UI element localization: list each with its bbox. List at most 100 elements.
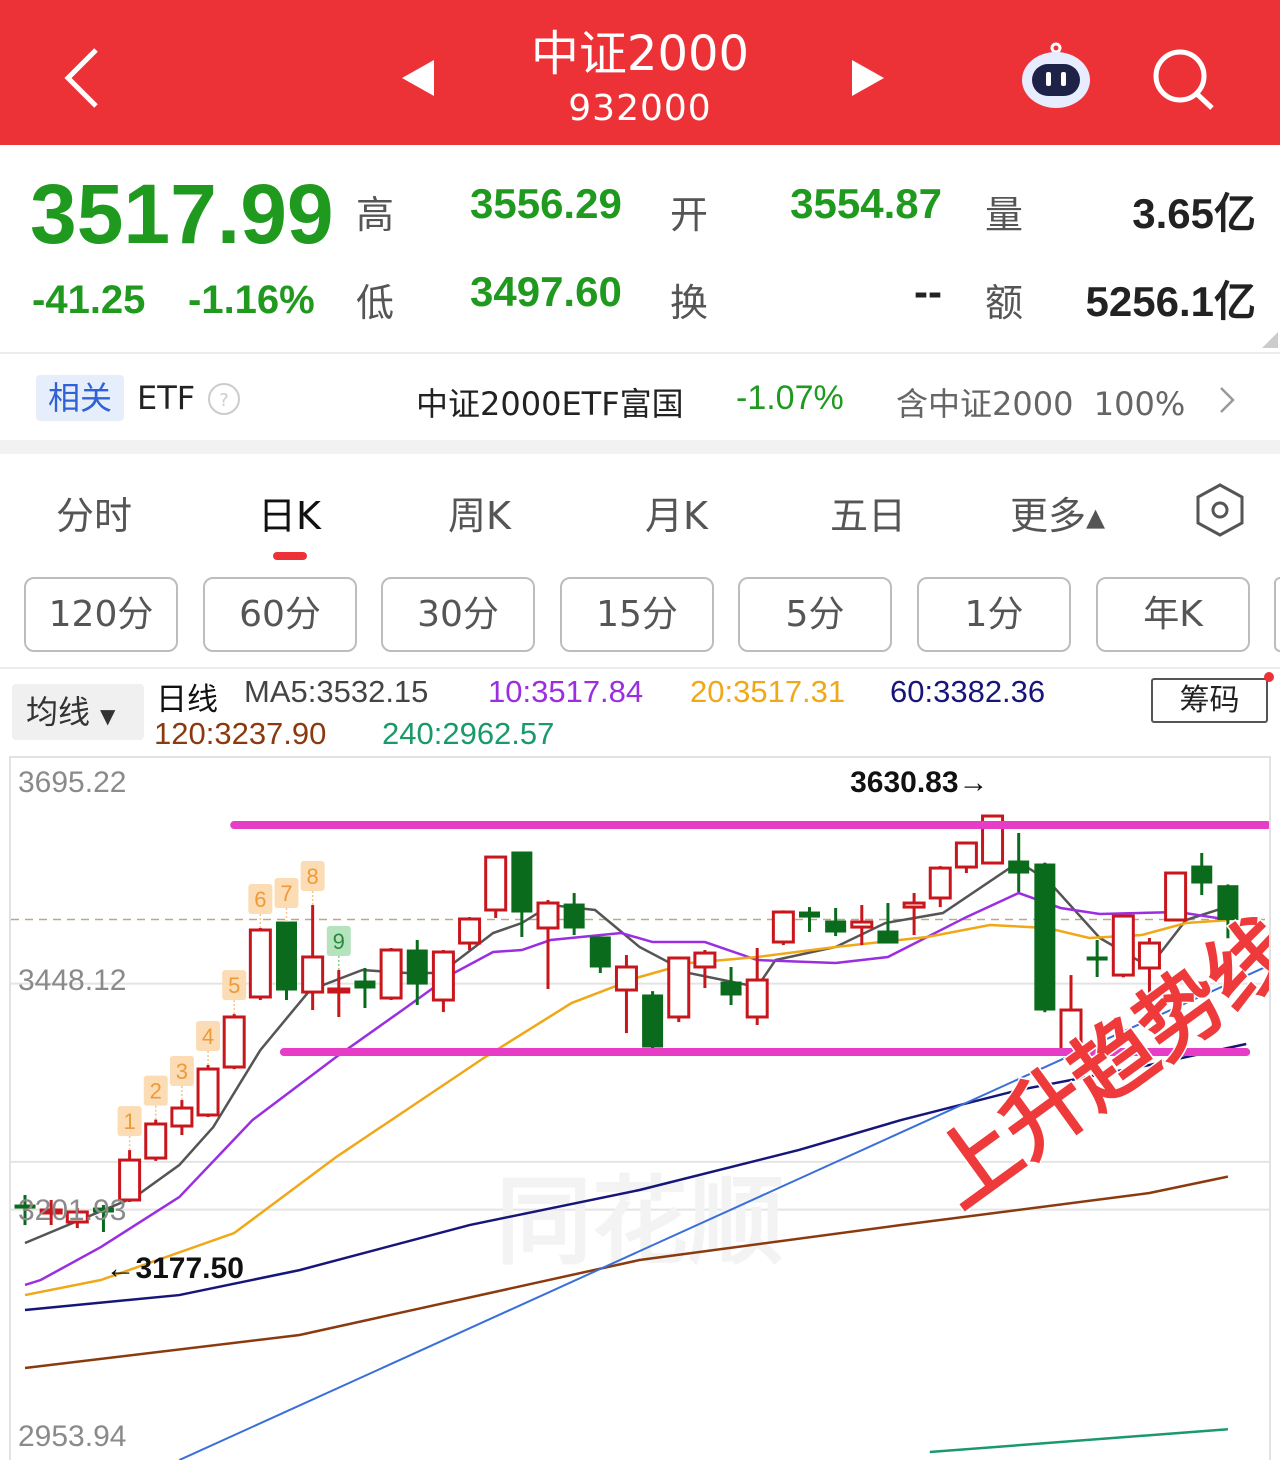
question-circle-icon[interactable]: ? xyxy=(207,382,241,416)
candle-body xyxy=(327,987,351,994)
next-triangle-icon[interactable] xyxy=(850,58,886,98)
td-label: 7 xyxy=(280,881,292,906)
td-label: 8 xyxy=(307,864,319,889)
candle xyxy=(170,1100,194,1136)
candle xyxy=(118,1150,142,1203)
index-code: 932000 xyxy=(568,88,712,129)
open-value: 3554.87 xyxy=(790,180,942,227)
tab-five-day[interactable]: 五日 xyxy=(830,494,907,538)
robot-assistant-icon[interactable] xyxy=(1018,40,1094,112)
candle xyxy=(825,907,847,937)
back-chevron-icon[interactable] xyxy=(62,46,102,110)
high-value: 3556.29 xyxy=(470,180,622,227)
candle-body xyxy=(928,866,952,900)
td-badge xyxy=(169,1056,194,1087)
divider xyxy=(0,667,1280,669)
active-tab-indicator xyxy=(273,552,307,560)
period-15min[interactable]: 15分 xyxy=(560,577,714,652)
candle-body xyxy=(1164,871,1188,922)
period-yearly-k[interactable]: 年K xyxy=(1096,577,1250,652)
period-30min[interactable]: 30分 xyxy=(381,577,535,652)
td-label: 3 xyxy=(176,1059,188,1084)
price-change-pct: -1.16% xyxy=(188,278,315,322)
candle xyxy=(276,921,297,1001)
tab-monthly-k[interactable]: 月K xyxy=(645,494,708,538)
turnover-value: -- xyxy=(914,268,942,315)
related-etf-row[interactable]: 相关 ETF ? 中证2000ETF富国 -1.07% 含中证2000 100% xyxy=(0,355,1280,440)
td-badge xyxy=(300,861,325,892)
candle xyxy=(196,1064,220,1118)
etf-name[interactable]: 中证2000ETF富国 xyxy=(416,385,684,423)
candle-body xyxy=(589,936,611,968)
related-tag: 相关 xyxy=(36,375,124,421)
search-icon[interactable] xyxy=(1150,48,1220,114)
candle xyxy=(144,1119,168,1161)
candle xyxy=(745,947,769,1025)
candle xyxy=(902,893,926,936)
amount-value: 5256.1亿 xyxy=(1085,278,1256,325)
candle xyxy=(354,968,376,1009)
candle-body xyxy=(720,981,742,996)
low-value: 3497.60 xyxy=(470,268,622,315)
td-badge xyxy=(196,1020,221,1051)
candle xyxy=(301,905,325,1011)
top-bar: 中证2000 932000 xyxy=(0,0,1280,145)
etf-change: -1.07% xyxy=(736,379,844,417)
tab-daily-k[interactable]: 日K xyxy=(258,494,321,538)
ma120-value: 120:3237.90 xyxy=(154,716,327,751)
td-badge xyxy=(326,926,351,957)
candle xyxy=(1086,940,1108,977)
candle xyxy=(771,910,795,946)
ma-selector[interactable]: 均线 ▼ xyxy=(12,684,144,740)
candle-body xyxy=(1086,956,1108,961)
ma-line-ma10 xyxy=(24,891,1229,1287)
candle xyxy=(379,947,403,1001)
candle-body xyxy=(614,965,638,992)
period-5min[interactable]: 5分 xyxy=(738,577,892,652)
candle xyxy=(327,970,351,1018)
candle-body xyxy=(511,851,533,913)
td-label: 1 xyxy=(123,1109,135,1134)
tab-more[interactable]: 更多▴ xyxy=(1010,494,1106,538)
candle xyxy=(954,841,978,874)
ma240-value: 240:2962.57 xyxy=(382,716,555,751)
candle xyxy=(39,1199,63,1226)
candle xyxy=(642,991,664,1051)
line-type: 日线 xyxy=(156,682,218,718)
td-badge xyxy=(117,1106,142,1137)
period-60min[interactable]: 60分 xyxy=(203,577,357,652)
chips-button[interactable]: 筹码 xyxy=(1151,678,1268,723)
period-more-partial[interactable] xyxy=(1274,577,1280,652)
candle xyxy=(693,950,717,989)
candle-body xyxy=(14,1204,36,1209)
candle xyxy=(589,936,611,974)
expand-corner-icon[interactable] xyxy=(1262,332,1278,348)
candle-body xyxy=(1034,863,1056,1011)
candle xyxy=(484,855,508,918)
candle-body xyxy=(693,951,717,969)
candle xyxy=(406,940,428,1005)
td-badge xyxy=(222,970,247,1001)
min-price-label: ←3177.50 xyxy=(105,1252,243,1285)
tab-weekly-k[interactable]: 周K xyxy=(448,494,511,538)
candle-body xyxy=(301,955,325,994)
chevron-right-icon[interactable] xyxy=(1218,385,1236,415)
candle-body xyxy=(65,1210,89,1224)
prev-triangle-icon[interactable] xyxy=(400,58,436,98)
y-axis-label: 3448.12 xyxy=(18,964,126,997)
candle-body xyxy=(248,928,272,999)
candle xyxy=(850,905,874,946)
hexagon-settings-icon[interactable] xyxy=(1192,482,1248,538)
candle-body xyxy=(431,950,455,1002)
period-120min[interactable]: 120分 xyxy=(24,577,178,652)
candle-body xyxy=(406,949,428,985)
tab-intraday[interactable]: 分时 xyxy=(56,494,133,538)
candle-body xyxy=(118,1158,142,1202)
td-label: 2 xyxy=(150,1079,162,1104)
period-1min[interactable]: 1分 xyxy=(917,577,1071,652)
candle-body xyxy=(877,930,899,944)
max-price-label: 3630.83→ xyxy=(850,766,988,799)
candle xyxy=(563,893,585,936)
td-badge xyxy=(274,878,299,909)
